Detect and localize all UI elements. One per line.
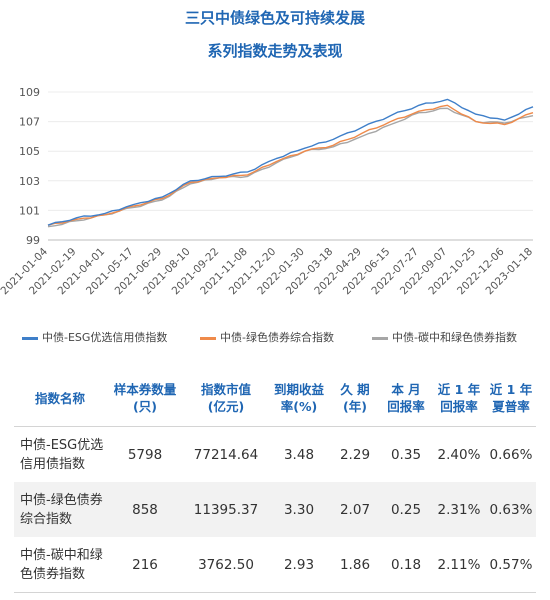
- chart-legend: 中债-ESG优选信用债指数 中债-绿色债券综合指数 中债-碳中和绿色债券指数: [0, 329, 550, 347]
- table-cell: 0.25: [380, 482, 432, 537]
- table-cell: 77214.64: [193, 446, 259, 463]
- column-header-line: 本 月: [391, 382, 421, 397]
- table-cell: 0.57%: [486, 537, 536, 593]
- column-header-line: 回报率: [387, 399, 425, 414]
- legend-label: 中债-碳中和绿色债券指数: [392, 331, 517, 344]
- index-name-cell: 中债-碳中和绿 色债券指数: [14, 537, 106, 593]
- table-cell: 2.40%: [437, 446, 481, 463]
- index-name-line: 综合指数: [20, 511, 73, 527]
- column-header-line: 指数名称: [34, 390, 85, 406]
- table-cell: 216: [106, 537, 184, 593]
- chart-title-line2: 系列指数走势及表现: [207, 42, 343, 60]
- table-cell: 2.11%: [432, 537, 486, 593]
- column-header-line: 率(%): [280, 399, 318, 414]
- table-cell: 0.35: [390, 446, 422, 463]
- legend-label: 中债-ESG优选信用债指数: [42, 331, 168, 344]
- index-name-line: 信用债指数: [20, 456, 86, 472]
- legend-swatch: [200, 336, 216, 340]
- table-cell: 2.93: [268, 537, 330, 593]
- table-header-row: 指数名称 样本券数量 (只) 指数市值 (亿元) 到期收益率(%) 久 期 (年) 本 月回报率…: [14, 370, 536, 427]
- table-row: 中债-ESG优选 信用债指数 5798 77214.64 3.48 2.29 0.35 2.4…: [14, 427, 536, 483]
- table-cell: 2.29: [339, 446, 371, 463]
- table-cell: 3.48: [283, 446, 315, 463]
- index-name-cell: 中债-绿色债券 综合指数: [14, 482, 106, 537]
- table-cell: 0.18: [380, 537, 432, 593]
- chart-title-line1: 三只中债绿色及可持续发展: [184, 9, 365, 27]
- column-header-line: 回报率: [440, 399, 478, 414]
- y-tick-label: 101: [19, 204, 40, 217]
- series-line-green: [47, 104, 534, 226]
- index-name-line: 中债-碳中和绿: [20, 547, 103, 563]
- index-name-cell: 中债-ESG优选 信用债指数: [14, 427, 106, 483]
- table-cell: 0.63%: [486, 482, 536, 537]
- y-tick-label: 99: [26, 234, 40, 247]
- column-header-line: (年): [343, 399, 367, 414]
- table-row: 中债-碳中和绿 色债券指数 216 3762.50 2.93 1.86 0.18 2.11% 0…: [14, 537, 536, 593]
- table-cell: 3.30: [268, 482, 330, 537]
- column-header: 指数名称: [14, 370, 106, 427]
- table-cell: 5798: [127, 446, 163, 463]
- column-header-line: 夏普率: [492, 399, 530, 414]
- index-name-line: 中债-绿色债券: [20, 492, 103, 508]
- column-header: 到期收益率(%): [268, 370, 330, 427]
- y-tick-label: 107: [19, 116, 40, 129]
- table-cell: 858: [106, 482, 184, 537]
- column-header-line: 久 期: [340, 382, 370, 397]
- series-line-esg: [47, 98, 534, 226]
- legend-swatch: [22, 336, 38, 340]
- legend-swatch: [372, 336, 388, 340]
- y-tick-label: 109: [19, 86, 40, 99]
- index-line-chart: 991011031051071092021-01-042021-02-19202…: [0, 86, 535, 297]
- table-cell: 1.86: [330, 537, 380, 593]
- column-header: 近 1 年回报率: [432, 370, 486, 427]
- column-header-line: (亿元): [207, 399, 245, 414]
- index-name-line: 中债-ESG优选: [20, 437, 104, 453]
- legend-label: 中债-绿色债券综合指数: [220, 331, 334, 344]
- column-header-line: (只): [133, 399, 157, 414]
- table-cell: 2.07: [330, 482, 380, 537]
- table-row: 中债-绿色债券 综合指数 858 11395.37 3.30 2.07 0.25 2.31% 0…: [14, 482, 536, 537]
- column-header: 久 期 (年): [330, 370, 380, 427]
- y-tick-label: 105: [19, 145, 40, 158]
- column-header: 近 1 年夏普率: [486, 370, 536, 427]
- column-header-line: 到期收益: [273, 382, 324, 397]
- column-header-line: 近 1 年: [437, 382, 481, 397]
- column-header: 样本券数量 (只): [106, 370, 184, 427]
- table-cell: 11395.37: [184, 482, 268, 537]
- table-cell: 0.66%: [489, 446, 533, 463]
- legend-item-esg: 中债-ESG优选信用债指数: [22, 329, 167, 345]
- column-header: 指数市值 (亿元): [184, 370, 268, 427]
- column-header-line: 指数市值: [200, 382, 251, 397]
- y-tick-label: 103: [19, 175, 40, 188]
- index-performance-table: 指数名称 样本券数量 (只) 指数市值 (亿元) 到期收益率(%) 久 期 (年) 本 月回报率…: [14, 370, 536, 593]
- index-name-line: 色债券指数: [20, 566, 86, 582]
- legend-item-green: 中债-绿色债券综合指数: [200, 329, 334, 345]
- series-line-carbon: [47, 107, 534, 228]
- table-cell: 2.31%: [432, 482, 486, 537]
- legend-item-carbon: 中债-碳中和绿色债券指数: [372, 329, 517, 345]
- column-header: 本 月回报率: [380, 370, 432, 427]
- table-cell: 3762.50: [184, 537, 268, 593]
- column-header-line: 样本券数量: [113, 382, 177, 397]
- table-body: 中债-ESG优选 信用债指数 5798 77214.64 3.48 2.29 0.35 2.4…: [14, 427, 536, 593]
- column-header-line: 近 1 年: [489, 382, 533, 397]
